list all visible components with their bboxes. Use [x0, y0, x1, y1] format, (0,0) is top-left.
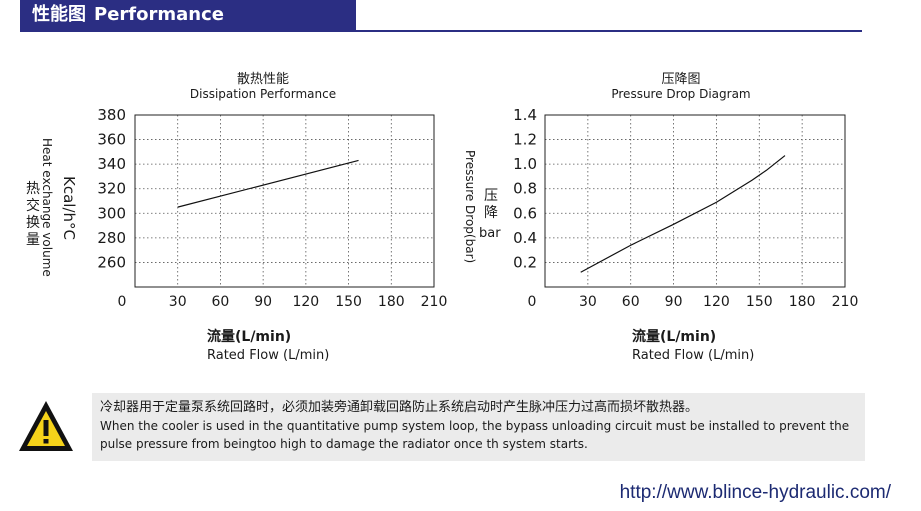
series-line-1	[177, 159, 359, 208]
x-axis-label-en: Rated Flow (L/min)	[207, 348, 329, 363]
y-axis-label-en: Heat exchange volume	[40, 138, 54, 277]
y-tick-label: 340	[97, 155, 126, 173]
x-tick-label: 210	[832, 294, 859, 310]
x-axis-label-cn: 流量(L/min)	[207, 328, 291, 345]
x-tick-label: 90	[665, 294, 683, 310]
x-tick-label: 210	[421, 294, 448, 310]
chart-title-en: Dissipation Performance	[190, 87, 336, 101]
y-axis-label-cn: 热交换量	[26, 181, 40, 248]
x-axis-label-cn: 流量(L/min)	[632, 328, 716, 345]
y-tick-label: 1.4	[513, 106, 537, 124]
warning-text-en: When the cooler is used in the quantitat…	[100, 419, 850, 451]
x-tick-label: 30	[579, 294, 597, 310]
series-line-1	[580, 155, 786, 273]
warning-box: 冷却器用于定量泵系统回路时，必须加装旁通卸载回路防止系统启动时产生脉冲压力过高而…	[92, 393, 865, 461]
y-tick-label: 0.8	[513, 180, 537, 198]
footer-url[interactable]: http://www.blince-hydraulic.com/	[619, 482, 891, 503]
x-tick-label: 0	[528, 294, 537, 310]
header-title-bar: 性能图 Performance	[20, 0, 356, 30]
y-axis-label-en: Pressure Drop(bar)	[463, 150, 477, 263]
x-tick-label: 60	[622, 294, 640, 310]
y-tick-label: 360	[97, 131, 126, 149]
chart-title-cn: 散热性能	[237, 72, 289, 87]
chart-1: 0 30 60 90 120 150 180 210 260 280 300 320 340 360 380…	[26, 72, 447, 363]
y-axis-unit: Kcal/h°C	[60, 176, 78, 240]
y-tick-label: 1.0	[513, 155, 537, 173]
x-tick-label: 180	[378, 294, 405, 310]
chart-title-en: Pressure Drop Diagram	[611, 87, 750, 101]
y-tick-label: 260	[97, 253, 126, 271]
x-tick-label: 120	[292, 294, 319, 310]
y-tick-label: 0.2	[513, 253, 537, 271]
header-title-en: Performance	[94, 4, 224, 25]
x-tick-label: 180	[789, 294, 816, 310]
y-axis-label-cn: 压降	[484, 188, 498, 221]
x-tick-label: 150	[335, 294, 362, 310]
charts-area: 0 30 60 90 120 150 180 210260280300320340360380…	[26, 72, 858, 363]
x-tick-label: 150	[746, 294, 773, 310]
x-tick-label: 120	[703, 294, 730, 310]
x-tick-label: 30	[169, 294, 187, 310]
x-tick-label: 0	[118, 294, 127, 310]
warning-text-cn: 冷却器用于定量泵系统回路时，必须加装旁通卸载回路防止系统启动时产生脉冲压力过高而…	[100, 400, 699, 415]
y-tick-label: 0.4	[513, 229, 537, 247]
plot-frame	[134, 114, 435, 288]
chart-title-cn: 压降图	[661, 72, 700, 87]
y-tick-label: 1.2	[513, 131, 537, 149]
x-tick-label: 60	[212, 294, 230, 310]
x-tick-label: 90	[254, 294, 272, 310]
y-tick-label: 380	[97, 106, 126, 124]
x-axis-label-en: Rated Flow (L/min)	[632, 348, 754, 363]
y-tick-label: 300	[97, 204, 126, 222]
y-tick-label: 280	[97, 229, 126, 247]
warning-triangle-icon	[19, 401, 73, 451]
plot-frame	[544, 114, 846, 288]
header-title-cn: 性能图	[32, 4, 86, 25]
header-rule	[20, 30, 862, 32]
y-tick-label: 0.6	[513, 204, 537, 222]
y-axis-unit: bar	[479, 226, 501, 241]
y-tick-label: 320	[97, 180, 126, 198]
chart-2: 0 30 60 90 120 150 180 210 0.2 0.4 0.6 0.8 1.0 1.2 1.4…	[463, 72, 858, 363]
